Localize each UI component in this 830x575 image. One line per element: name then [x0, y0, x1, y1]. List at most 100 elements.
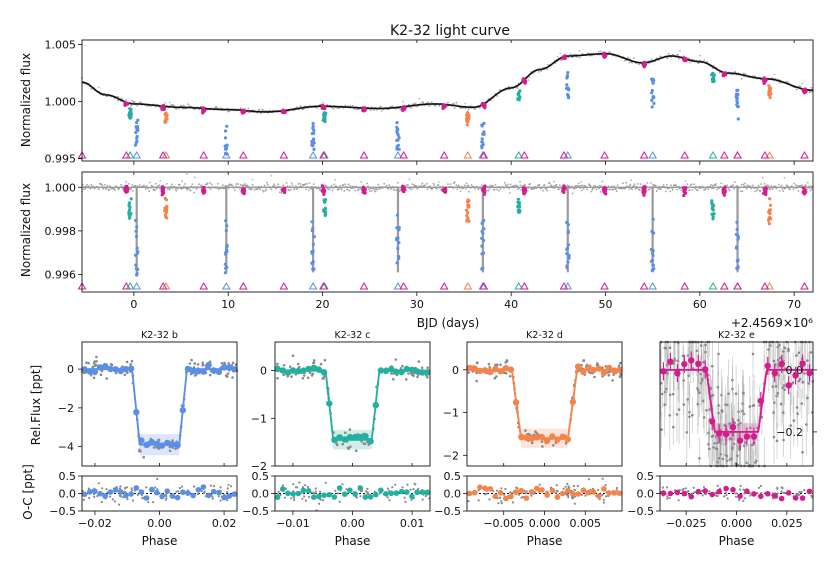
residual-point	[338, 500, 341, 503]
transit-point-d	[163, 213, 167, 217]
residual-binned	[513, 489, 519, 495]
data-point	[608, 188, 611, 191]
data-point	[430, 101, 433, 104]
residual-binned	[523, 495, 530, 501]
data-point	[524, 184, 526, 186]
transit-point-b	[395, 213, 399, 217]
data-point	[487, 362, 491, 366]
data-point	[251, 178, 254, 181]
data-point	[87, 361, 90, 365]
residual-point	[743, 497, 746, 500]
binned-point	[174, 442, 181, 449]
residual-point	[661, 486, 665, 489]
data-point	[552, 444, 555, 447]
data-point	[702, 361, 705, 364]
transit-point-b	[224, 266, 228, 270]
transit-point-b	[312, 267, 316, 271]
transit-point-e	[202, 187, 206, 191]
data-point	[455, 184, 458, 187]
residual-point	[800, 490, 803, 494]
data-point	[272, 109, 274, 112]
data-point	[323, 358, 327, 362]
y-tick-label: 0.5	[59, 470, 77, 483]
transit-point-b	[395, 129, 399, 133]
data-point	[424, 184, 426, 187]
data-point	[669, 190, 672, 193]
data-point	[474, 108, 476, 111]
transit-marker-e	[439, 282, 449, 290]
transit-point-e	[282, 187, 286, 191]
data-point	[767, 184, 770, 187]
data-point	[143, 184, 145, 187]
residual-point	[125, 486, 128, 489]
residual-point	[668, 497, 671, 500]
data-point	[795, 88, 798, 91]
residual-binned	[681, 490, 688, 497]
residual-binned	[570, 491, 576, 497]
data-point	[811, 188, 813, 191]
data-point	[420, 184, 423, 187]
data-point	[233, 189, 236, 192]
residual-point	[798, 493, 801, 496]
residual-binned	[357, 485, 364, 491]
data-point	[407, 103, 410, 106]
data-point	[261, 109, 264, 111]
transit-point-b	[566, 92, 570, 97]
transit-marker-e	[639, 282, 649, 290]
residual-point	[776, 487, 779, 490]
x-tick-label: 0.01	[400, 517, 425, 530]
data-point	[178, 183, 181, 186]
residual-binned	[799, 495, 806, 501]
data-point	[688, 61, 691, 64]
transit-point-b	[396, 246, 400, 250]
residual-point	[119, 495, 122, 498]
residual-point	[511, 501, 515, 504]
data-point	[270, 174, 273, 177]
transit-point-e	[242, 110, 246, 114]
residual-point	[497, 502, 500, 505]
data-point	[783, 346, 786, 350]
data-point	[595, 188, 598, 191]
data-point	[631, 61, 633, 64]
transit-point-e	[762, 188, 767, 192]
data-point	[663, 403, 666, 407]
residual-binned	[87, 489, 93, 495]
transit-point-b	[225, 224, 229, 228]
residual-binned	[688, 493, 695, 500]
data-point	[739, 190, 742, 193]
data-point	[486, 189, 488, 192]
data-point	[578, 49, 581, 52]
transit-point-b	[133, 253, 138, 257]
transit-point-d	[769, 92, 773, 96]
data-point	[306, 376, 310, 380]
data-point	[331, 189, 334, 192]
transit-point-e	[603, 54, 607, 58]
transit-marker-c	[708, 151, 718, 159]
data-point	[591, 188, 594, 191]
data-point	[598, 184, 601, 187]
data-point	[410, 188, 413, 191]
data-point	[529, 183, 532, 185]
data-point	[699, 59, 701, 62]
data-point	[120, 184, 122, 186]
residual-point	[318, 502, 321, 505]
phase-label: Phase	[142, 534, 178, 548]
binned-point	[200, 368, 207, 375]
transit-point-d	[768, 203, 773, 207]
residual-point	[119, 485, 122, 488]
transit-point-b	[481, 231, 485, 235]
data-point	[638, 189, 641, 192]
data-point	[123, 373, 127, 377]
data-point	[745, 187, 748, 190]
data-point	[142, 455, 145, 459]
residual-point	[701, 494, 704, 497]
residual-point	[324, 481, 327, 484]
data-point	[731, 447, 734, 450]
data-point	[691, 413, 694, 417]
y-tick-label: 0.0	[444, 488, 462, 501]
transit-point-b	[311, 242, 315, 246]
data-point	[407, 184, 409, 186]
transit-marker-e	[719, 282, 729, 290]
transit-point-c	[323, 200, 327, 204]
model-line	[275, 369, 430, 441]
